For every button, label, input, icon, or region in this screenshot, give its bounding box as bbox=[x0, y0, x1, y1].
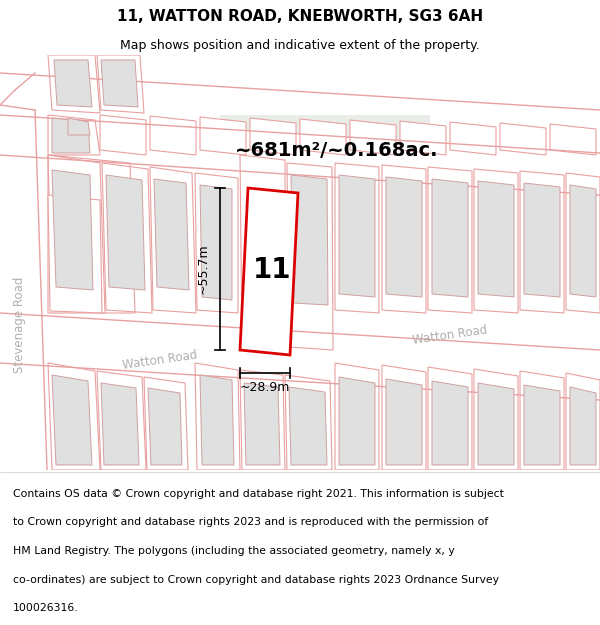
Polygon shape bbox=[500, 123, 546, 155]
Polygon shape bbox=[200, 185, 232, 300]
Polygon shape bbox=[200, 117, 246, 155]
Polygon shape bbox=[200, 375, 234, 465]
Polygon shape bbox=[432, 381, 468, 465]
Polygon shape bbox=[0, 313, 600, 400]
Polygon shape bbox=[335, 163, 379, 313]
Polygon shape bbox=[52, 170, 93, 290]
Polygon shape bbox=[291, 175, 328, 305]
Polygon shape bbox=[520, 171, 564, 313]
Polygon shape bbox=[428, 367, 472, 470]
Polygon shape bbox=[48, 155, 105, 313]
Text: to Crown copyright and database rights 2023 and is reproduced with the permissio: to Crown copyright and database rights 2… bbox=[13, 518, 488, 528]
Polygon shape bbox=[240, 370, 285, 470]
Text: ~28.9m: ~28.9m bbox=[240, 381, 290, 394]
Polygon shape bbox=[97, 55, 144, 113]
Polygon shape bbox=[144, 377, 188, 470]
Polygon shape bbox=[382, 165, 426, 313]
Polygon shape bbox=[48, 55, 100, 113]
Polygon shape bbox=[240, 188, 298, 355]
Polygon shape bbox=[48, 363, 100, 470]
Text: Contains OS data © Crown copyright and database right 2021. This information is : Contains OS data © Crown copyright and d… bbox=[13, 489, 504, 499]
Polygon shape bbox=[550, 124, 596, 155]
Polygon shape bbox=[382, 365, 426, 470]
Text: ~681m²/~0.168ac.: ~681m²/~0.168ac. bbox=[235, 141, 439, 159]
Polygon shape bbox=[0, 55, 600, 110]
Polygon shape bbox=[150, 116, 196, 155]
Polygon shape bbox=[524, 385, 560, 465]
Polygon shape bbox=[566, 373, 600, 470]
Polygon shape bbox=[287, 163, 333, 350]
Text: ~55.7m: ~55.7m bbox=[197, 244, 210, 294]
Text: Watton Road: Watton Road bbox=[122, 348, 198, 372]
Polygon shape bbox=[101, 383, 139, 465]
Polygon shape bbox=[54, 60, 92, 107]
Text: Map shows position and indicative extent of the property.: Map shows position and indicative extent… bbox=[120, 39, 480, 52]
Polygon shape bbox=[195, 363, 240, 470]
Polygon shape bbox=[100, 115, 146, 155]
Polygon shape bbox=[474, 169, 518, 313]
Polygon shape bbox=[240, 155, 285, 350]
Polygon shape bbox=[570, 185, 596, 297]
Polygon shape bbox=[220, 115, 430, 175]
Text: 11, WATTON ROAD, KNEBWORTH, SG3 6AH: 11, WATTON ROAD, KNEBWORTH, SG3 6AH bbox=[117, 9, 483, 24]
Polygon shape bbox=[386, 379, 422, 465]
Polygon shape bbox=[148, 388, 182, 465]
Polygon shape bbox=[350, 120, 396, 155]
Polygon shape bbox=[102, 163, 152, 313]
Polygon shape bbox=[386, 177, 422, 297]
Polygon shape bbox=[52, 375, 92, 465]
Polygon shape bbox=[52, 118, 90, 153]
Polygon shape bbox=[0, 105, 45, 470]
Polygon shape bbox=[106, 175, 145, 290]
Polygon shape bbox=[48, 115, 100, 155]
Polygon shape bbox=[570, 387, 596, 465]
Polygon shape bbox=[154, 179, 189, 290]
Polygon shape bbox=[285, 375, 332, 470]
Text: HM Land Registry. The polygons (including the associated geometry, namely x, y: HM Land Registry. The polygons (includin… bbox=[13, 546, 455, 556]
Polygon shape bbox=[566, 173, 600, 313]
Polygon shape bbox=[478, 181, 514, 297]
Polygon shape bbox=[339, 175, 375, 297]
Polygon shape bbox=[428, 167, 472, 313]
Polygon shape bbox=[339, 377, 375, 465]
Polygon shape bbox=[0, 115, 600, 195]
Text: co-ordinates) are subject to Crown copyright and database rights 2023 Ordnance S: co-ordinates) are subject to Crown copyr… bbox=[13, 574, 499, 584]
Polygon shape bbox=[68, 118, 90, 135]
Polygon shape bbox=[195, 173, 238, 313]
Text: Stevenage Road: Stevenage Road bbox=[13, 277, 26, 373]
Polygon shape bbox=[524, 183, 560, 297]
Polygon shape bbox=[520, 371, 564, 470]
Polygon shape bbox=[474, 369, 518, 470]
Polygon shape bbox=[48, 195, 102, 313]
Polygon shape bbox=[335, 363, 379, 470]
Polygon shape bbox=[250, 118, 296, 155]
Polygon shape bbox=[450, 122, 496, 155]
Text: 100026316.: 100026316. bbox=[13, 603, 79, 613]
Polygon shape bbox=[289, 387, 327, 465]
Text: 11: 11 bbox=[253, 256, 291, 284]
Polygon shape bbox=[244, 383, 280, 465]
Polygon shape bbox=[478, 383, 514, 465]
Polygon shape bbox=[150, 167, 196, 313]
Polygon shape bbox=[97, 371, 146, 470]
Polygon shape bbox=[432, 179, 468, 297]
Polygon shape bbox=[101, 60, 138, 107]
Polygon shape bbox=[400, 121, 446, 155]
Text: Watton Road: Watton Road bbox=[412, 323, 488, 347]
Polygon shape bbox=[300, 119, 346, 155]
